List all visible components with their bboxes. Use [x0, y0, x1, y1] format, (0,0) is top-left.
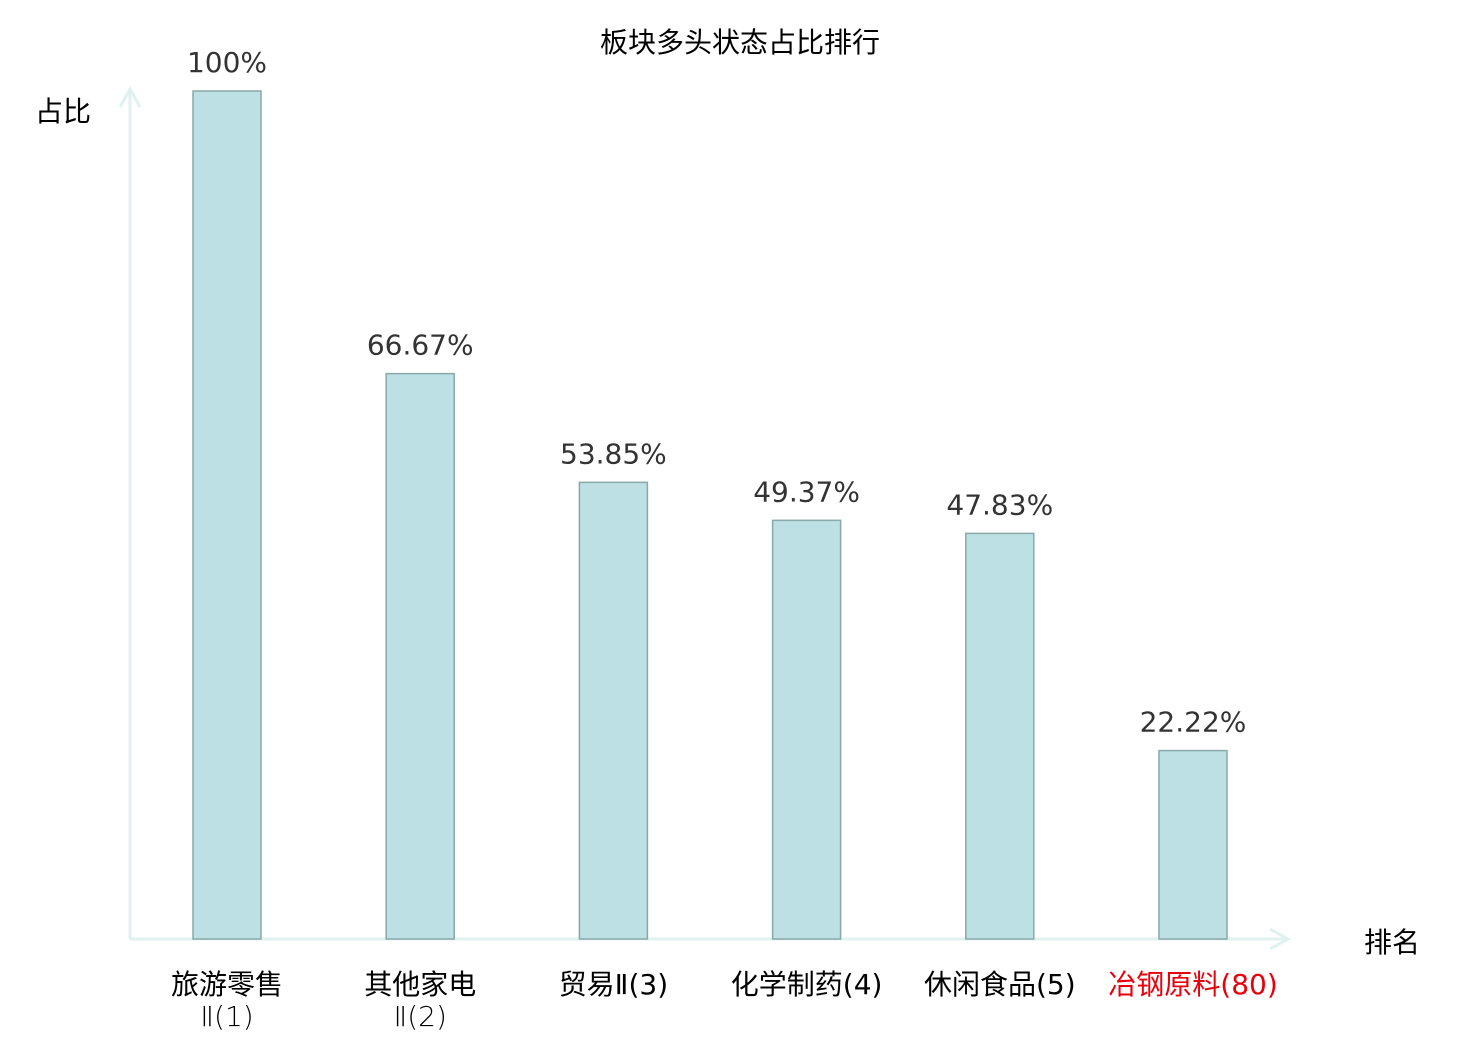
- bar: [771, 519, 842, 940]
- category-label-suffix: Ⅱ(1): [200, 1000, 253, 1033]
- bar: [385, 372, 455, 940]
- x-axis-label: 排名: [1364, 926, 1420, 959]
- category-label: 化学制药(4): [731, 968, 883, 1001]
- category-label: 贸易Ⅱ(3): [559, 968, 668, 1001]
- category-label-suffix: Ⅱ(2): [393, 1000, 446, 1033]
- value-label: 22.22%: [1140, 706, 1247, 739]
- value-label: 100%: [187, 46, 267, 79]
- bar: [578, 481, 649, 940]
- category-rank: (3): [628, 968, 668, 1001]
- category-label: 旅游零售: [171, 968, 283, 1001]
- category-name: 休闲食品: [924, 968, 1036, 1001]
- value-labels: 100% 66.67% 53.85% 49.37% 47.83% 22.22%: [187, 46, 1246, 739]
- category-rank: (5): [1036, 968, 1076, 1001]
- category-name: 化学制药: [731, 968, 843, 1001]
- chart-title: 板块多头状态占比排行: [600, 26, 880, 59]
- y-axis-arrow: [118, 85, 142, 108]
- category-label: 其他家电: [364, 968, 476, 1001]
- category-rank: (80): [1220, 968, 1277, 1001]
- bars: [192, 90, 1228, 940]
- axes: [118, 85, 1292, 951]
- category-name: 贸易Ⅱ: [559, 968, 629, 1001]
- bar: [965, 532, 1035, 940]
- value-label: 47.83%: [946, 488, 1053, 521]
- x-axis-arrow: [1269, 927, 1292, 951]
- bar: [1158, 749, 1228, 940]
- category-rank: (4): [843, 968, 883, 1001]
- category-name: 冶钢原料: [1108, 968, 1220, 1001]
- bar: [192, 90, 262, 940]
- value-label: 53.85%: [560, 437, 667, 470]
- category-label: 休闲食品(5): [924, 968, 1076, 1001]
- value-label: 49.37%: [753, 475, 860, 508]
- category-label: 冶钢原料(80): [1108, 968, 1278, 1001]
- y-axis-label: 占比: [35, 95, 91, 128]
- value-label: 66.67%: [367, 329, 474, 362]
